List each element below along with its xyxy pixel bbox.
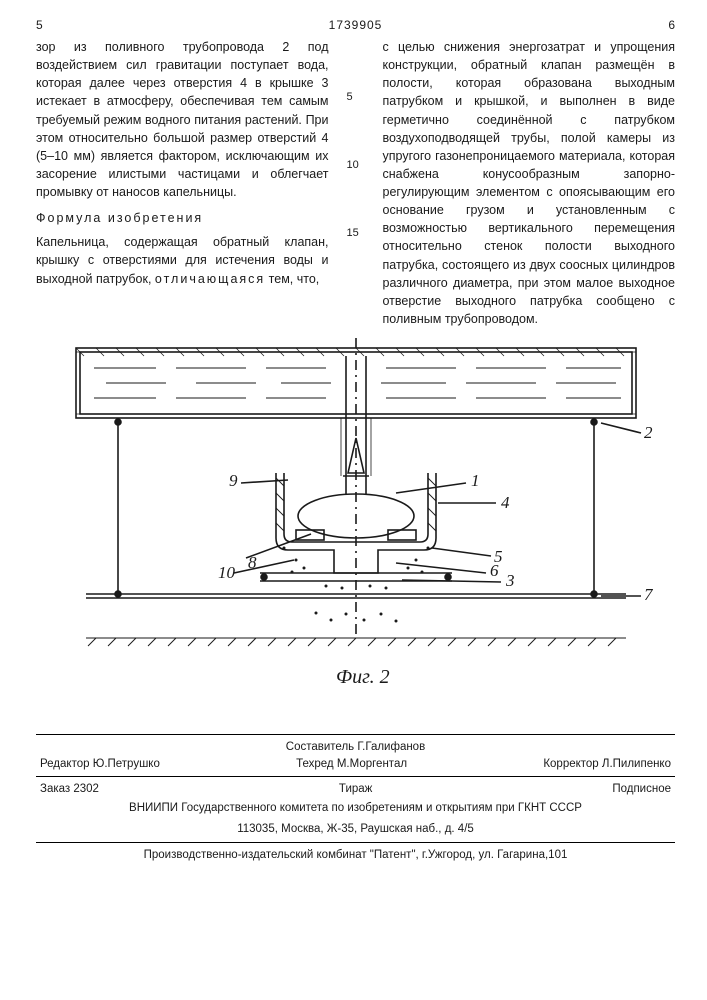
label-2: 2: [644, 423, 653, 442]
figure-caption: Фиг. 2: [336, 666, 390, 688]
label-6: 6: [490, 561, 499, 580]
line-number-gutter: 5 10 15: [347, 38, 365, 328]
compiler: Составитель Г.Галифанов: [286, 739, 425, 756]
col1-para1: зор из поливного трубопровода 2 под возд…: [36, 38, 329, 201]
page-num-right: 6: [668, 18, 675, 32]
line-num: 5: [347, 90, 365, 106]
line-num: 10: [347, 158, 365, 174]
label-7: 7: [644, 585, 654, 604]
col2-para1: с целью снижения энергозатрат и упрощени…: [383, 38, 676, 328]
text-columns: зор из поливного трубопровода 2 под возд…: [36, 38, 675, 328]
page-num-left: 5: [36, 18, 43, 32]
page-header: 5 1739905 6: [36, 18, 675, 32]
line-num: 15: [347, 226, 365, 242]
label-9: 9: [229, 471, 238, 490]
claim-tail: тем, что,: [265, 272, 319, 286]
label-8: 8: [248, 553, 257, 572]
techred: Техред М.Моргентал: [296, 756, 407, 773]
claim-distinct: отличающаяся: [155, 272, 265, 286]
footer: Составитель Г.Галифанов Редактор Ю.Петру…: [36, 734, 675, 867]
formula-heading: Формула изобретения: [36, 209, 329, 227]
patent-number: 1739905: [43, 18, 669, 32]
label-10: 10: [218, 563, 236, 582]
subscribe: Подписное: [612, 781, 671, 798]
column-right: с целью снижения энергозатрат и упрощени…: [383, 38, 676, 328]
column-left: зор из поливного трубопровода 2 под возд…: [36, 38, 329, 328]
label-3: 3: [505, 571, 515, 590]
org: ВНИИПИ Государственного комитета по изоб…: [36, 798, 675, 819]
address: 113035, Москва, Ж-35, Раушская наб., д. …: [36, 819, 675, 840]
corrector: Корректор Л.Пилипенко: [543, 756, 671, 773]
order: Заказ 2302: [40, 781, 99, 798]
plant: Производственно-издательский комбинат "П…: [36, 845, 675, 866]
figure-2: 1 2 3 4 5 6 7 8 9 10 Фиг. 2: [46, 338, 666, 708]
tirazh: Тираж: [339, 781, 372, 798]
editor: Редактор Ю.Петрушко: [40, 756, 160, 773]
col1-para2: Капельница, содержащая обратный клапан, …: [36, 233, 329, 287]
label-1: 1: [471, 471, 480, 490]
label-4: 4: [501, 493, 510, 512]
